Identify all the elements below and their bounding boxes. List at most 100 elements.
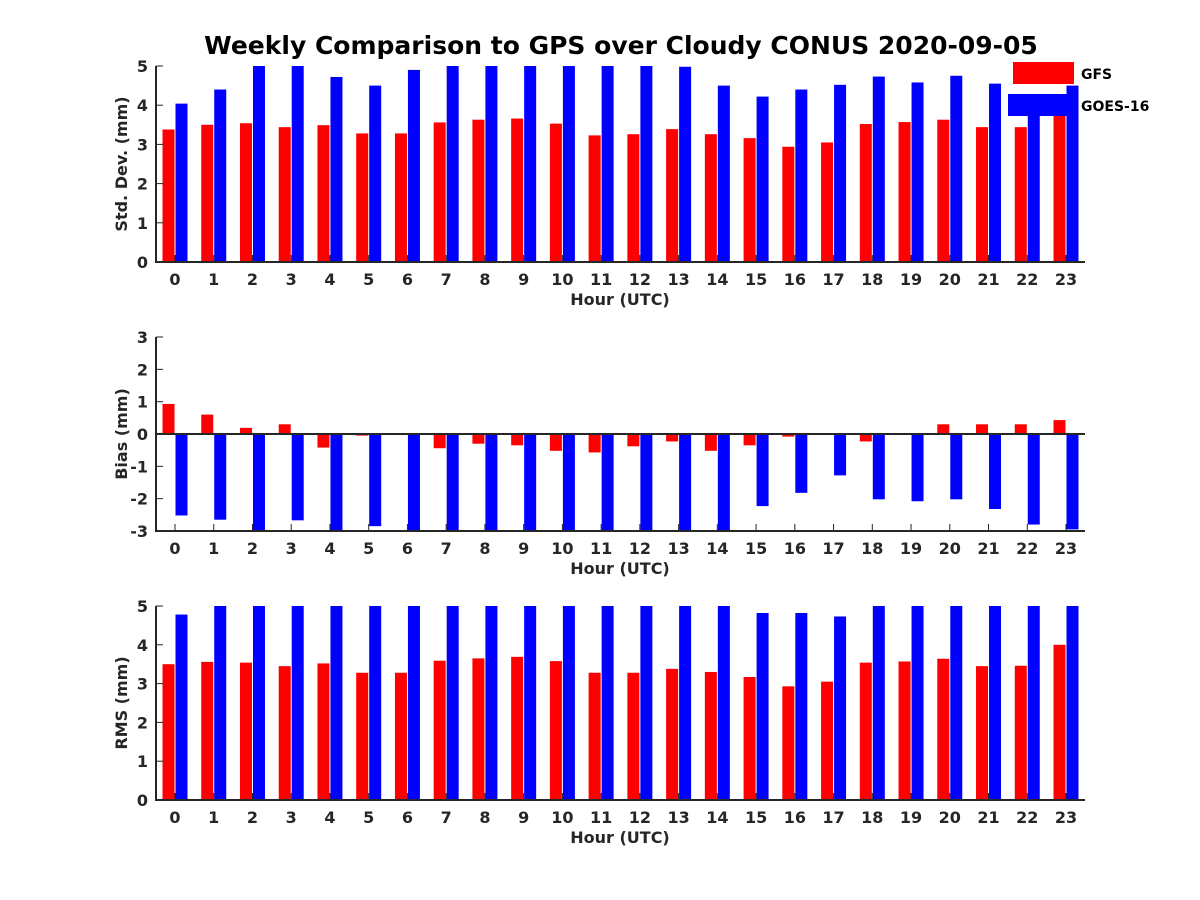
bar-goes-16-8: [485, 66, 498, 262]
bar-gfs-19: [898, 661, 911, 800]
bar-gfs-20: [937, 658, 950, 800]
bar-gfs-16: [782, 434, 795, 437]
x-tick-label: 9: [518, 539, 529, 558]
x-tick-label: 21: [977, 270, 999, 289]
bar-gfs-0: [162, 403, 175, 434]
bar-gfs-1: [201, 661, 214, 800]
y-tick-label: 4: [137, 636, 148, 655]
y-tick-label: 5: [137, 597, 148, 616]
bar-goes-16-9: [524, 66, 537, 262]
bar-gfs-6: [394, 133, 407, 262]
bar-gfs-23: [1053, 644, 1066, 800]
bar-gfs-13: [666, 434, 679, 442]
x-tick-label: 20: [939, 808, 961, 827]
y-tick-label: 3: [137, 675, 148, 694]
x-tick-label: 18: [861, 808, 883, 827]
bar-gfs-10: [549, 434, 562, 451]
bar-gfs-21: [976, 424, 989, 434]
bar-goes-16-18: [872, 434, 885, 500]
bar-goes-16-19: [911, 82, 924, 263]
bar-goes-16-2: [252, 434, 265, 531]
bar-gfs-2: [239, 427, 252, 434]
bar-goes-16-19: [911, 606, 924, 800]
bar-goes-16-20: [950, 75, 963, 262]
y-tick-label: -1: [130, 457, 148, 476]
x-tick-label: 12: [629, 808, 651, 827]
bar-goes-16-23: [1066, 85, 1079, 262]
bar-goes-16-4: [330, 606, 343, 800]
bar-gfs-14: [704, 434, 717, 451]
bar-gfs-15: [743, 677, 756, 800]
bar-gfs-23: [1053, 109, 1066, 263]
x-tick-label: 5: [363, 539, 374, 558]
bar-goes-16-4: [330, 434, 343, 531]
bar-gfs-8: [472, 434, 485, 444]
bar-goes-16-10: [562, 434, 575, 531]
bar-goes-16-9: [524, 434, 537, 531]
bar-goes-16-14: [717, 85, 730, 262]
bar-gfs-6: [394, 672, 407, 800]
x-tick-label: 14: [706, 808, 728, 827]
y-tick-label: 3: [137, 328, 148, 347]
bar-gfs-17: [821, 142, 834, 262]
bar-gfs-1: [201, 124, 214, 262]
x-tick-label: 6: [402, 270, 413, 289]
bar-goes-16-20: [950, 434, 963, 500]
x-tick-label: 0: [169, 539, 180, 558]
x-tick-label: 5: [363, 270, 374, 289]
x-tick-label: 8: [479, 539, 490, 558]
x-tick-label: 2: [247, 270, 258, 289]
bar-gfs-11: [588, 135, 601, 262]
bar-gfs-15: [743, 434, 756, 446]
legend-swatch-goes-16: [1008, 94, 1074, 116]
bar-gfs-2: [239, 123, 252, 263]
bar-goes-16-1: [214, 606, 227, 800]
series-gfs: [162, 109, 1066, 263]
x-tick-label: 8: [479, 808, 490, 827]
bar-goes-16-6: [407, 606, 420, 800]
x-tick-label: 18: [861, 539, 883, 558]
bar-gfs-22: [1014, 424, 1027, 434]
legend-label-goes-16: GOES-16: [1081, 99, 1149, 115]
bar-goes-16-10: [562, 66, 575, 262]
x-tick-label: 10: [551, 270, 573, 289]
bar-goes-16-12: [640, 66, 653, 262]
x-axis-label: Hour (UTC): [570, 559, 670, 578]
legend: GFS GOES-16: [1008, 62, 1149, 116]
bar-goes-16-16: [795, 89, 808, 263]
legend-swatch-gfs: [1013, 62, 1074, 84]
bar-gfs-9: [511, 118, 524, 262]
bar-gfs-12: [627, 434, 640, 447]
x-tick-label: 11: [590, 539, 612, 558]
bar-goes-16-11: [601, 606, 614, 800]
x-tick-label: 4: [324, 808, 335, 827]
bar-gfs-4: [317, 125, 330, 262]
y-tick-label: -3: [130, 522, 148, 541]
x-tick-label: 19: [900, 808, 922, 827]
bar-gfs-18: [859, 434, 872, 442]
bar-goes-16-17: [834, 84, 847, 262]
x-axis-label: Hour (UTC): [570, 828, 670, 847]
y-tick-label: 5: [137, 57, 148, 76]
bar-goes-16-21: [989, 606, 1002, 800]
x-tick-label: 14: [706, 270, 728, 289]
bar-gfs-4: [317, 663, 330, 800]
y-tick-label: 4: [137, 96, 148, 115]
bar-goes-16-3: [291, 434, 304, 521]
y-tick-label: 3: [137, 135, 148, 154]
bar-gfs-17: [821, 681, 834, 800]
bar-goes-16-5: [369, 85, 382, 262]
series-gfs: [162, 403, 1066, 453]
bar-gfs-14: [704, 134, 717, 262]
bar-gfs-11: [588, 672, 601, 800]
bar-gfs-8: [472, 119, 485, 262]
bar-goes-16-2: [252, 66, 265, 262]
bar-goes-16-0: [175, 434, 188, 516]
x-axis-label: Hour (UTC): [570, 290, 670, 309]
bar-gfs-0: [162, 129, 175, 262]
bar-goes-16-21: [989, 434, 1002, 510]
bar-gfs-3: [278, 127, 291, 262]
bar-gfs-7: [433, 434, 446, 449]
x-tick-label: 1: [208, 270, 219, 289]
